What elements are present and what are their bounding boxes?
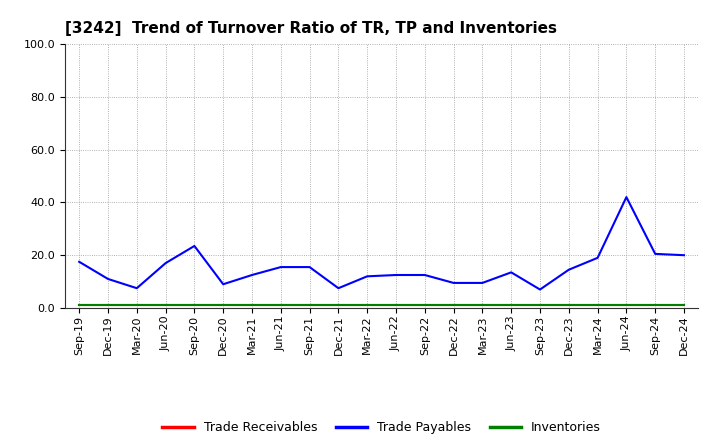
- Legend: Trade Receivables, Trade Payables, Inventories: Trade Receivables, Trade Payables, Inven…: [157, 416, 606, 439]
- Text: [3242]  Trend of Turnover Ratio of TR, TP and Inventories: [3242] Trend of Turnover Ratio of TR, TP…: [65, 21, 557, 36]
